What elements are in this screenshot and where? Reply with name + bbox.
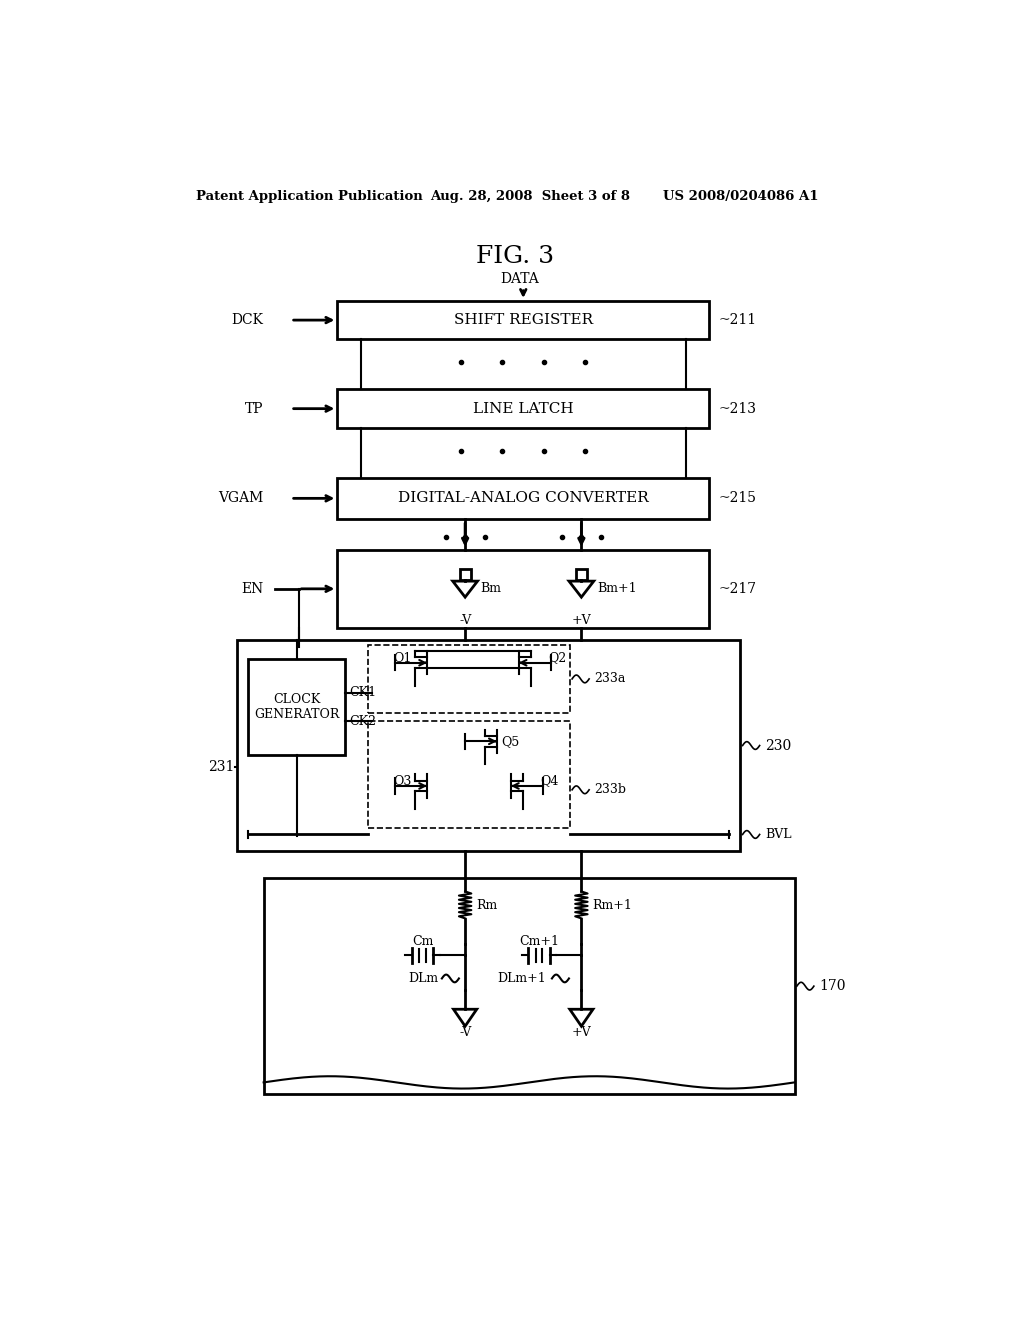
Text: 233b: 233b	[595, 783, 627, 796]
Text: CLOCK: CLOCK	[272, 693, 321, 706]
Text: GENERATOR: GENERATOR	[254, 709, 339, 721]
Bar	[337, 478, 710, 519]
Text: US 2008/0204086 A1: US 2008/0204086 A1	[663, 190, 818, 203]
Bar	[337, 389, 710, 428]
Text: VGAM: VGAM	[218, 491, 263, 506]
Text: ~215: ~215	[719, 491, 757, 506]
Text: SHIFT REGISTER: SHIFT REGISTER	[454, 313, 593, 327]
Text: DCK: DCK	[231, 313, 263, 327]
Text: Rm: Rm	[476, 899, 498, 912]
Bar	[248, 659, 345, 755]
Text: Q5: Q5	[502, 735, 520, 748]
Text: CK2: CK2	[349, 715, 376, 727]
Text: CK1: CK1	[349, 686, 376, 700]
Text: FIG. 3: FIG. 3	[476, 246, 555, 268]
Bar	[460, 569, 471, 579]
Text: Patent Application Publication: Patent Application Publication	[197, 190, 423, 203]
Polygon shape	[453, 581, 477, 597]
Text: LINE LATCH: LINE LATCH	[473, 401, 573, 416]
Text: Q3: Q3	[393, 774, 412, 787]
Text: Cm: Cm	[412, 935, 433, 948]
Text: 230: 230	[765, 738, 792, 752]
Polygon shape	[454, 1010, 477, 1026]
Bar	[369, 721, 569, 829]
Text: Q4: Q4	[541, 774, 559, 787]
Text: Bm+1: Bm+1	[597, 582, 637, 595]
Bar	[337, 549, 710, 628]
Text: Q2: Q2	[548, 651, 566, 664]
Text: Bm: Bm	[480, 582, 502, 595]
Text: ~211: ~211	[719, 313, 757, 327]
Text: -V: -V	[459, 1026, 471, 1039]
Text: DATA: DATA	[500, 272, 539, 286]
Text: EN: EN	[242, 582, 263, 595]
Bar	[369, 645, 569, 713]
Text: +V: +V	[571, 1026, 591, 1039]
Text: Cm+1: Cm+1	[519, 935, 559, 948]
Text: BVL: BVL	[765, 828, 792, 841]
Text: 170: 170	[819, 979, 846, 993]
Text: Rm+1: Rm+1	[592, 899, 632, 912]
Text: Aug. 28, 2008  Sheet 3 of 8: Aug. 28, 2008 Sheet 3 of 8	[430, 190, 630, 203]
Text: 233a: 233a	[595, 672, 626, 685]
Bar	[263, 878, 795, 1094]
Polygon shape	[569, 1010, 593, 1026]
Polygon shape	[569, 581, 594, 597]
Bar	[337, 301, 710, 339]
Bar	[237, 640, 740, 851]
Text: DLm: DLm	[408, 972, 438, 985]
Text: ~217: ~217	[719, 582, 757, 595]
Text: +V: +V	[571, 614, 591, 627]
Text: ~213: ~213	[719, 401, 757, 416]
Text: TP: TP	[245, 401, 263, 416]
Text: DIGITAL-ANALOG CONVERTER: DIGITAL-ANALOG CONVERTER	[398, 491, 648, 506]
Text: 231: 231	[208, 760, 234, 774]
Text: DLm+1: DLm+1	[498, 972, 547, 985]
Text: -V: -V	[459, 614, 471, 627]
Bar	[575, 569, 587, 579]
Text: Q1: Q1	[393, 651, 412, 664]
